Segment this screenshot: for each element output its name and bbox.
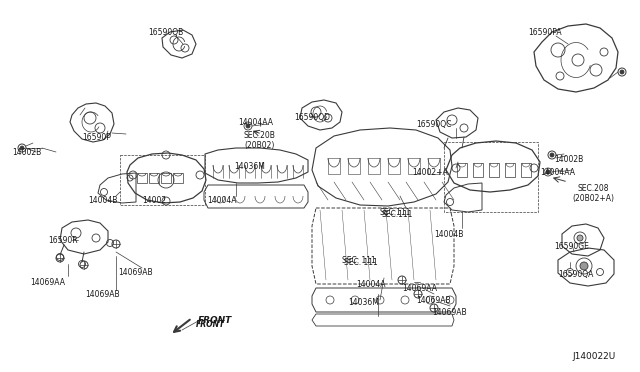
Circle shape <box>246 124 250 128</box>
Text: 14002B: 14002B <box>12 148 41 157</box>
Text: SEC. 111: SEC. 111 <box>344 258 378 267</box>
Text: 16590QB: 16590QB <box>148 28 183 37</box>
Text: SEC.208: SEC.208 <box>577 184 609 193</box>
Text: SEC.111: SEC.111 <box>380 208 412 217</box>
Text: 16590QA: 16590QA <box>558 270 593 279</box>
Text: 14002+A: 14002+A <box>412 168 448 177</box>
Circle shape <box>580 262 588 270</box>
Text: 14004A: 14004A <box>356 280 385 289</box>
Circle shape <box>550 153 554 157</box>
Text: 16590QD: 16590QD <box>294 113 330 122</box>
Text: 16590P: 16590P <box>82 133 111 142</box>
Text: 14069AA: 14069AA <box>30 278 65 287</box>
Text: 16590PA: 16590PA <box>528 28 562 37</box>
Circle shape <box>20 146 24 150</box>
Circle shape <box>620 70 624 74</box>
Text: 14004B: 14004B <box>88 196 117 205</box>
Text: 16590GE: 16590GE <box>554 242 589 251</box>
Text: SEC.20B: SEC.20B <box>244 131 276 140</box>
Text: SEC. 111: SEC. 111 <box>342 256 376 265</box>
Text: FRONT: FRONT <box>198 316 232 325</box>
Text: 16590R: 16590R <box>48 236 77 245</box>
Text: 14036M: 14036M <box>348 298 379 307</box>
Text: 14069AB: 14069AB <box>118 268 152 277</box>
Text: 16590QC: 16590QC <box>416 120 451 129</box>
Text: 14069AB: 14069AB <box>416 296 451 305</box>
Text: FRONT: FRONT <box>196 320 225 329</box>
Text: 14069AB: 14069AB <box>432 308 467 317</box>
Text: 14002: 14002 <box>142 196 166 205</box>
Text: SEC.111: SEC.111 <box>382 210 413 219</box>
Text: 14004AA: 14004AA <box>540 168 575 177</box>
Text: 14004AA: 14004AA <box>238 118 273 127</box>
Text: 14004A: 14004A <box>207 196 237 205</box>
Text: (20B02): (20B02) <box>244 141 275 150</box>
Text: 14004B: 14004B <box>434 230 463 239</box>
Text: J140022U: J140022U <box>572 352 615 361</box>
Circle shape <box>577 235 583 241</box>
Text: (20B02+A): (20B02+A) <box>572 194 614 203</box>
Text: 14036M: 14036M <box>234 162 265 171</box>
Text: 14069AA: 14069AA <box>402 284 437 293</box>
Text: 14002B: 14002B <box>554 155 583 164</box>
Circle shape <box>546 170 550 174</box>
Text: 14069AB: 14069AB <box>85 290 120 299</box>
